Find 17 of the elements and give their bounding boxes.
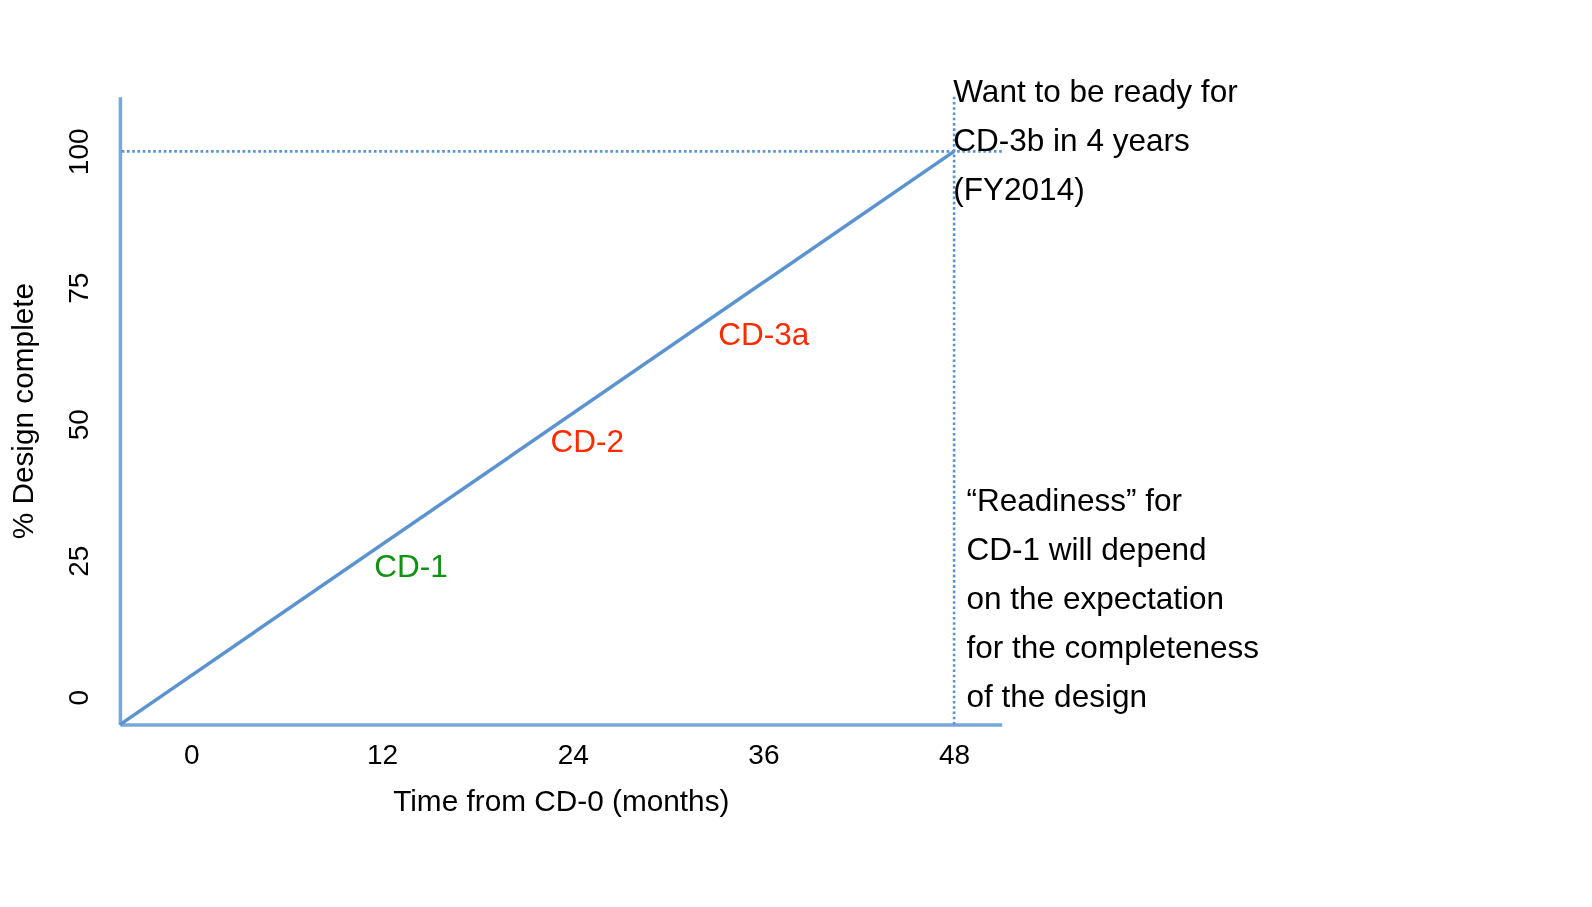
x-tick-label: 24 xyxy=(557,739,589,771)
y-tick-label: 75 xyxy=(63,272,95,304)
x-tick-label: 36 xyxy=(748,739,780,771)
annotation: CD-1 xyxy=(374,548,448,585)
y-tick-label: 25 xyxy=(63,545,95,577)
y-tick-label: 100 xyxy=(63,128,95,176)
annotation: “Readiness” for CD-1 will depend on the expectation for the completeness of the design xyxy=(966,481,1260,714)
y-tick-label: 50 xyxy=(63,409,95,441)
annotation: CD-3a xyxy=(718,315,810,352)
x-tick-label: 12 xyxy=(366,739,399,771)
annotation: Want to be ready for CD-3b in 4 years (FY2014) xyxy=(953,73,1238,208)
annotation: CD-2 xyxy=(550,422,625,459)
x-tick-label: 0 xyxy=(184,739,200,771)
y-axis-title: % Design complete xyxy=(5,282,39,540)
y-tick-label: 0 xyxy=(63,689,95,706)
x-tick-label: 48 xyxy=(938,739,971,771)
x-axis-title: Time from CD-0 (months) xyxy=(393,783,730,817)
